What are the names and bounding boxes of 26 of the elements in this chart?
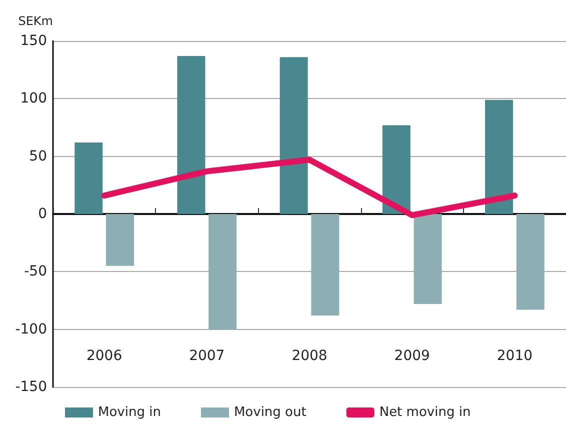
x-tick-label: 2010: [496, 348, 533, 364]
legend-label: Moving out: [234, 405, 306, 420]
bar: [280, 57, 308, 214]
legend-label: Moving in: [98, 405, 161, 420]
bar: [74, 142, 103, 214]
x-tick-label: 2006: [86, 348, 122, 364]
y-tick-label: 100: [20, 90, 47, 107]
legend-label: Net moving in: [379, 405, 471, 420]
x-tick-label: 2008: [292, 348, 328, 364]
y-tick-label: -50: [24, 264, 47, 280]
bar: [177, 56, 206, 214]
x-tick-label: 2009: [394, 348, 430, 364]
y-tick-label: 0: [38, 206, 47, 222]
y-tick-label: -150: [15, 379, 47, 395]
bar: [382, 125, 410, 214]
y-tick-label: 150: [20, 33, 47, 49]
y-axis-title: SEKm: [18, 14, 53, 28]
bar: [516, 214, 544, 310]
bar: [208, 214, 237, 330]
bar: [414, 214, 442, 304]
y-tick-label: 50: [29, 148, 47, 164]
x-tick-label: 2007: [189, 348, 225, 364]
bar: [106, 214, 134, 266]
bar: [485, 100, 514, 214]
bar: [311, 214, 340, 316]
y-tick-label: -100: [15, 321, 47, 338]
